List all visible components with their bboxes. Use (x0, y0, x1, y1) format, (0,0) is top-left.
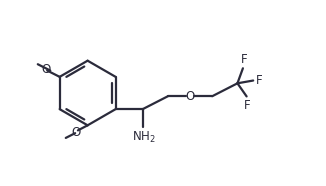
Text: O: O (185, 90, 195, 103)
Text: F: F (256, 74, 262, 87)
Text: F: F (241, 53, 247, 66)
Text: NH$_2$: NH$_2$ (132, 129, 156, 145)
Text: O: O (71, 126, 81, 139)
Text: O: O (42, 63, 51, 76)
Text: F: F (244, 99, 251, 112)
